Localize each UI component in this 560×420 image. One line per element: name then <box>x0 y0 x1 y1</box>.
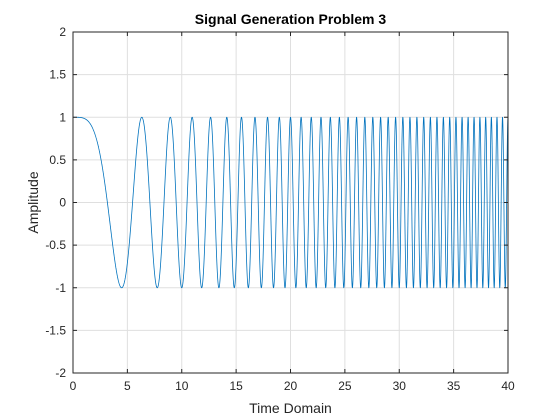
y-tick-label: -1 <box>55 281 66 295</box>
x-tick-label: 40 <box>501 379 515 393</box>
series-line <box>72 116 509 289</box>
x-tick-labels: 0 5 10 15 20 25 30 35 40 <box>70 379 515 393</box>
tick-marks <box>72 31 509 374</box>
y-tick-label: 0 <box>59 196 66 210</box>
x-axis-label: Time Domain <box>249 400 332 416</box>
x-tick-label: 15 <box>229 379 243 393</box>
y-tick-label: 1.5 <box>49 68 66 82</box>
y-tick-label: 0.5 <box>49 153 66 167</box>
y-tick-label: -1.5 <box>45 323 66 337</box>
y-axis-label: Amplitude <box>25 171 41 233</box>
x-tick-label: 20 <box>284 379 298 393</box>
x-tick-label: 25 <box>338 379 352 393</box>
chart-title: Signal Generation Problem 3 <box>195 11 387 27</box>
x-tick-label: 30 <box>393 379 407 393</box>
x-tick-label: 10 <box>175 379 189 393</box>
y-tick-labels: -2 -1.5 -1 -0.5 0 0.5 1 1.5 2 <box>45 25 66 380</box>
y-tick-label: 1 <box>59 110 66 124</box>
x-tick-label: 0 <box>70 379 77 393</box>
y-tick-label: -2 <box>55 366 66 380</box>
x-tick-label: 5 <box>124 379 131 393</box>
x-tick-label: 35 <box>447 379 461 393</box>
y-tick-label: -0.5 <box>45 238 66 252</box>
grid-lines <box>72 31 509 374</box>
series-group <box>72 116 509 289</box>
y-tick-label: 2 <box>59 25 66 39</box>
